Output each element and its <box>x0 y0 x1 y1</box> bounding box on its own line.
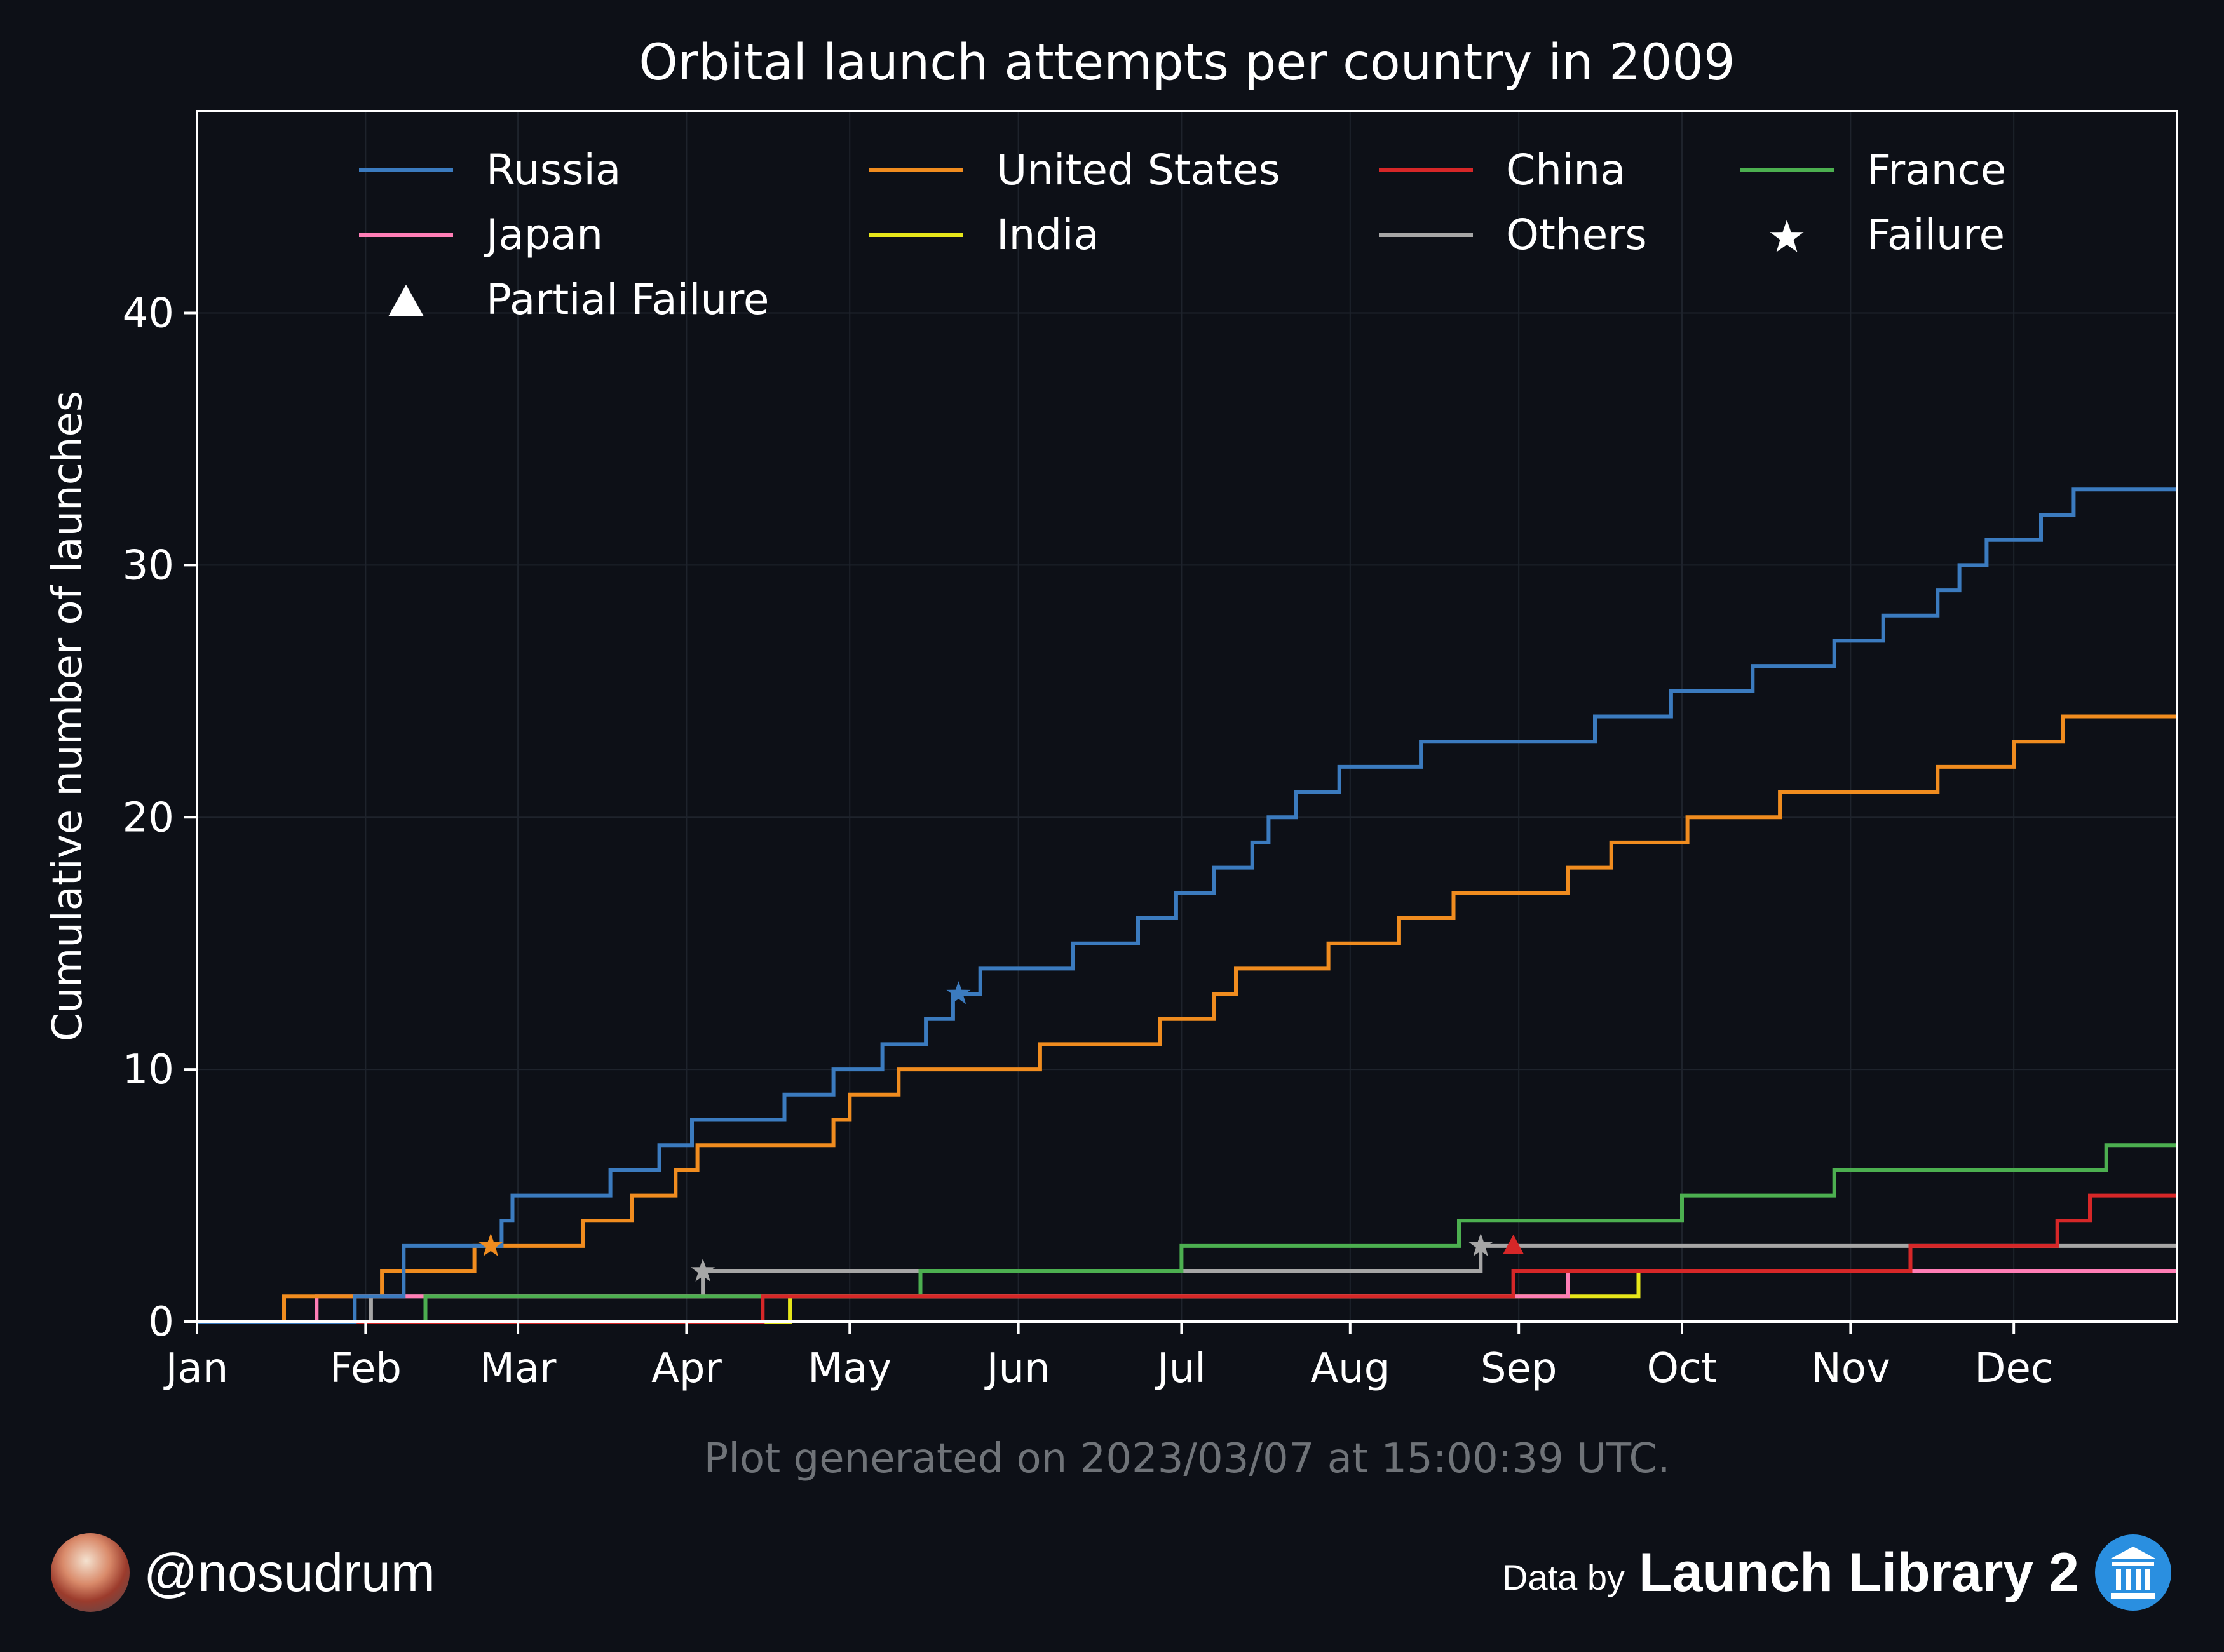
series-line-china <box>197 1193 2177 1324</box>
failure-star <box>478 1233 503 1257</box>
legend-label: Others <box>1506 210 1647 259</box>
x-tick-label: Feb <box>330 1345 402 1392</box>
failure-star <box>1468 1233 1493 1257</box>
series-line-others <box>197 1243 2177 1324</box>
y-tick-label: 10 <box>123 1046 174 1093</box>
legend-label: Japan <box>484 210 603 259</box>
x-tick-label: Nov <box>1811 1345 1890 1392</box>
failure-star <box>691 1258 715 1282</box>
partial-failure-triangle <box>1503 1234 1524 1254</box>
x-tick-label: Sep <box>1481 1345 1557 1392</box>
legend-label: India <box>996 210 1099 259</box>
source-name: Launch Library 2 <box>1639 1541 2079 1603</box>
y-tick-label: 30 <box>123 542 174 589</box>
series-lines <box>197 487 2177 1324</box>
generated-note: Plot generated on 2023/03/07 at 15:00:39… <box>704 1435 1671 1482</box>
data-by-label: Data by <box>1502 1557 1625 1597</box>
legend: Russia United States China France Japan India… <box>359 146 2006 324</box>
partial-failure-triangle-icon <box>388 285 424 316</box>
y-tick-label: 0 <box>148 1299 174 1346</box>
series-line-russia <box>197 487 2177 1324</box>
x-tick-label: Dec <box>1974 1345 2053 1392</box>
x-tick-label: Jun <box>984 1345 1050 1392</box>
legend-label: United States <box>996 146 1280 194</box>
failure-star-icon <box>1770 220 1804 252</box>
x-tick-label: May <box>808 1345 892 1392</box>
legend-label: Partial Failure <box>486 275 770 324</box>
series-line-france <box>197 1143 2177 1324</box>
x-tick-label: Oct <box>1647 1345 1718 1392</box>
series-line-united-states <box>197 714 2177 1324</box>
handle-text: @nosudrum <box>144 1542 435 1602</box>
x-tick-label: Jan <box>163 1345 229 1392</box>
y-tick-label: 40 <box>123 290 174 337</box>
failure-markers <box>478 981 1524 1282</box>
data-credit[interactable]: Data by Launch Library 2 <box>1502 1531 2173 1614</box>
plot-frame <box>196 110 2178 1323</box>
chart-title: Orbital launch attempts per country in 2… <box>639 34 1735 91</box>
failure-star <box>946 981 971 1005</box>
legend-label: Russia <box>486 146 621 194</box>
author-handle[interactable]: @nosudrum <box>51 1531 435 1614</box>
library-icon <box>2095 1534 2171 1611</box>
legend-label: France <box>1867 146 2006 194</box>
x-tick-label: Jul <box>1155 1345 1206 1392</box>
y-axis-label: Cumulative number of launches <box>44 391 92 1041</box>
legend-label: China <box>1506 146 1626 194</box>
x-tick-label: Apr <box>651 1345 722 1392</box>
legend-label: Failure <box>1867 210 2005 259</box>
x-tick-label: Mar <box>480 1345 557 1392</box>
avatar <box>51 1533 130 1612</box>
x-tick-label: Aug <box>1310 1345 1390 1392</box>
y-tick-label: 20 <box>123 794 174 841</box>
axes: Jan Feb Mar Apr May Jun Jul Aug Sep Oct Nov Dec 0 10 2… <box>123 290 2054 1393</box>
